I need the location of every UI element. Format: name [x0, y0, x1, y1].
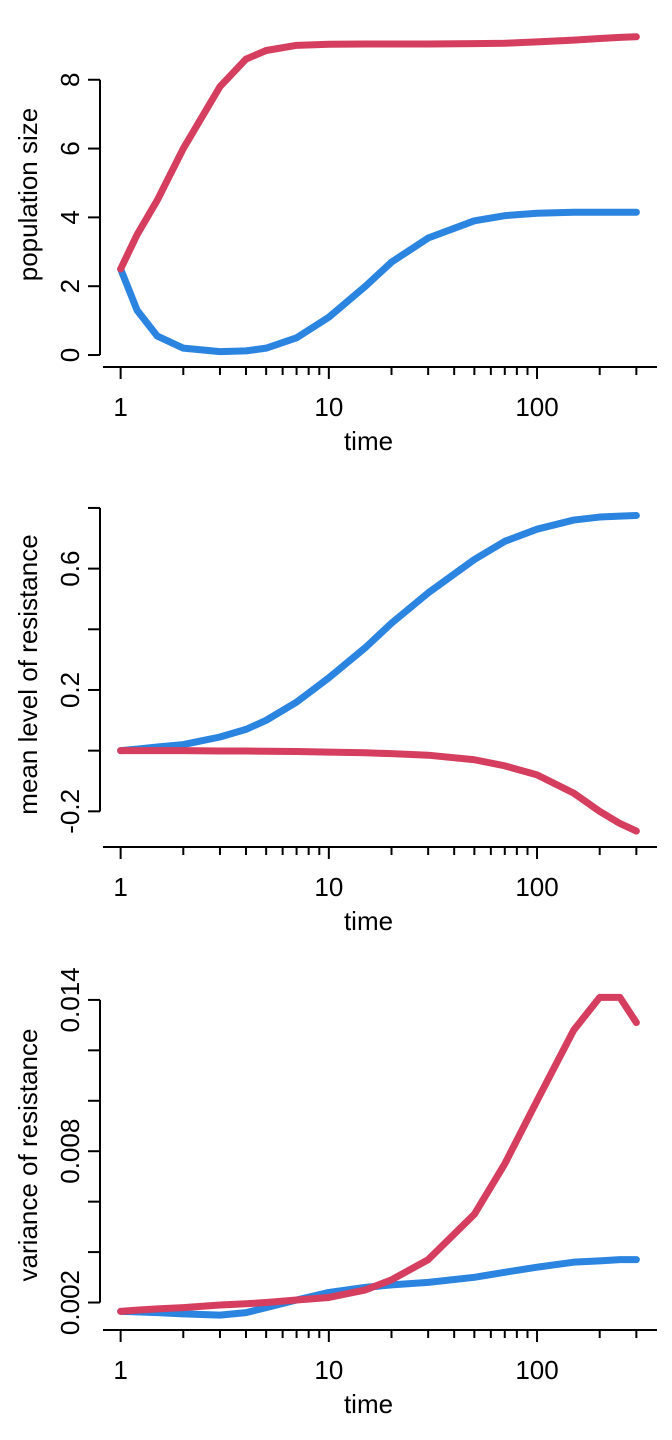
y-tick-label: 0.002	[55, 1270, 85, 1335]
series-line	[117, 512, 640, 755]
y-axis-title: variance of resistance	[13, 1029, 43, 1282]
x-tick-label: 10	[314, 1355, 343, 1385]
x-axis-title: time	[344, 1389, 393, 1419]
x-axis-title: time	[344, 426, 393, 456]
y-tick-label: 6	[55, 141, 85, 155]
series-line	[117, 747, 640, 835]
x-tick-label: 1	[113, 392, 127, 422]
y-tick-label: -0.2	[55, 789, 85, 834]
y-axis-title: mean level of resistance	[13, 534, 43, 814]
y-tick-label: 4	[55, 210, 85, 224]
x-tick-label: 10	[314, 392, 343, 422]
series-line	[117, 208, 640, 356]
x-tick-label: 10	[314, 872, 343, 902]
x-tick-label: 1	[113, 872, 127, 902]
series-line	[117, 33, 640, 273]
y-tick-label: 0.2	[55, 672, 85, 708]
y-tick-label: 0	[55, 348, 85, 362]
y-tick-label: 8	[55, 73, 85, 87]
x-tick-label: 1	[113, 1355, 127, 1385]
x-axis-title: time	[344, 906, 393, 936]
y-tick-label: 0.014	[55, 967, 85, 1032]
x-tick-label: 100	[515, 1355, 558, 1385]
y-tick-label: 2	[55, 279, 85, 293]
y-axis-title: population size	[13, 108, 43, 281]
y-tick-label: 0.008	[55, 1119, 85, 1184]
x-tick-label: 100	[515, 392, 558, 422]
y-tick-label: 0.6	[55, 551, 85, 587]
x-tick-label: 100	[515, 872, 558, 902]
series-line	[117, 993, 640, 1315]
